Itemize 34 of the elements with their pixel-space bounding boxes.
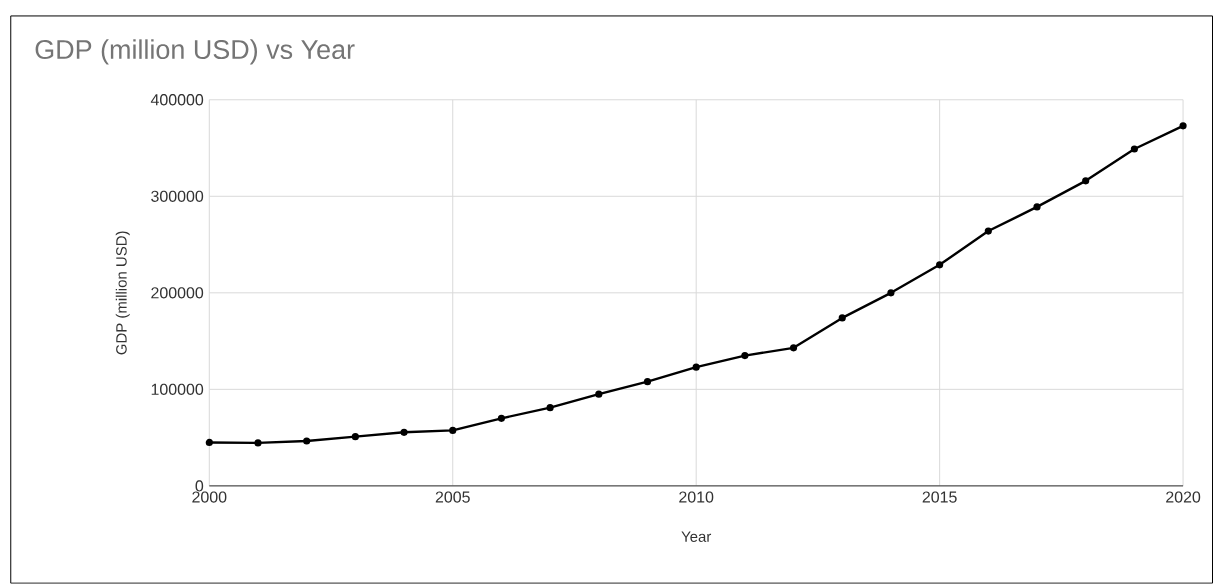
point bbox=[936, 261, 944, 269]
point bbox=[692, 363, 700, 371]
point bbox=[400, 428, 408, 437]
point bbox=[205, 439, 213, 447]
y-tick-label: 400000 bbox=[150, 94, 204, 106]
x-tick-label: 2010 bbox=[679, 491, 714, 503]
point bbox=[741, 352, 749, 360]
y-axis-title: GDP (million USD) bbox=[115, 231, 130, 355]
x-axis-title: Year bbox=[681, 531, 712, 543]
x-tick-label: 2015 bbox=[922, 491, 957, 503]
point bbox=[595, 390, 603, 398]
point bbox=[546, 404, 554, 412]
x-tick-label: 2005 bbox=[435, 491, 470, 503]
x-tick-label: 2000 bbox=[192, 491, 227, 503]
point bbox=[254, 439, 262, 447]
chart-title: GDP (million USD) vs Year bbox=[35, 39, 355, 65]
point bbox=[1082, 177, 1090, 185]
point bbox=[303, 437, 311, 445]
point bbox=[984, 227, 992, 235]
point bbox=[497, 414, 506, 423]
point bbox=[643, 378, 652, 386]
y-tick-label: 200000 bbox=[151, 287, 204, 299]
x-tick-label: 2020 bbox=[1166, 491, 1201, 503]
point bbox=[1033, 203, 1041, 211]
point bbox=[449, 426, 457, 435]
y-tick-label: 300000 bbox=[151, 190, 204, 203]
point bbox=[789, 344, 798, 352]
y-tick-label: 100000 bbox=[151, 383, 204, 396]
y-tick-label: 0 bbox=[195, 480, 204, 492]
point bbox=[887, 289, 895, 297]
point bbox=[1179, 122, 1187, 130]
point bbox=[1130, 145, 1138, 153]
point bbox=[351, 433, 359, 441]
point bbox=[838, 314, 846, 322]
